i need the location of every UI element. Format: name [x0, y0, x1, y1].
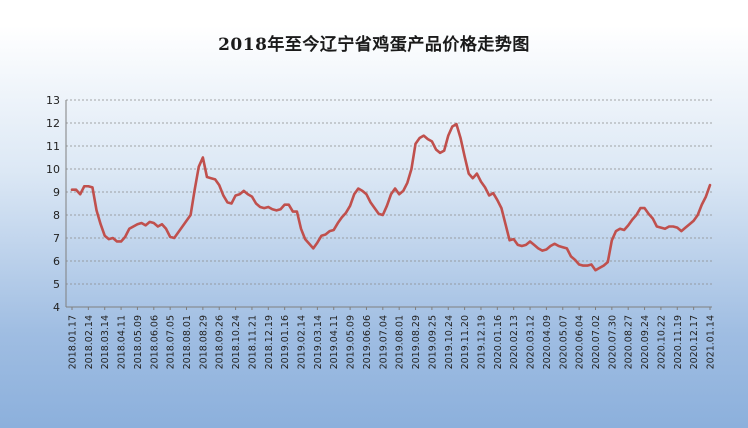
x-tick-label: 2018.12.19 — [264, 315, 275, 369]
x-tick-label: 2018.07.05 — [166, 315, 177, 369]
x-tick-labels: 2018.01.17 2018.02.14 2018.03.14 2018.04.11… — [68, 315, 717, 369]
x-tick-label: 2018.08.01 — [182, 315, 193, 369]
x-tick-label: 2019.06.06 — [362, 315, 373, 369]
y-tick-label: 7 — [53, 232, 60, 245]
x-tick-label: 2020.12.17 — [689, 315, 700, 369]
x-tick-label: 2019.05.09 — [346, 315, 357, 369]
x-tick-label: 2020.11.19 — [673, 315, 684, 369]
x-tick-label: 2019.08.01 — [395, 315, 406, 369]
x-tick-label: 2019.12.19 — [476, 315, 487, 369]
y-tick-label: 12 — [46, 117, 60, 130]
x-tick-label: 2019.03.14 — [313, 315, 324, 369]
x-tick-label: 2019.04.11 — [329, 315, 340, 369]
x-tick-label: 2018.05.09 — [133, 315, 144, 369]
x-tick-label: 2019.07.04 — [378, 315, 389, 369]
x-tick-label: 2019.10.24 — [444, 315, 455, 369]
x-tick-label: 2020.01.16 — [493, 315, 504, 369]
y-tick-label: 4 — [53, 301, 60, 314]
x-tick-label: 2019.09.25 — [427, 315, 438, 369]
x-tick-label: 2019.11.20 — [460, 315, 471, 369]
x-tick-label: 2020.05.07 — [558, 315, 569, 369]
y-tick-label: 11 — [46, 140, 60, 153]
x-tick-label: 2020.09.24 — [640, 315, 651, 369]
x-tick-label: 2020.03.12 — [526, 315, 537, 369]
axes — [65, 100, 712, 310]
y-tick-labels: 4 5 6 7 8 9 10 11 12 13 — [46, 94, 60, 314]
x-tick-label: 2018.03.14 — [100, 315, 111, 369]
x-tick-label: 2018.04.11 — [117, 315, 128, 369]
y-tick-label: 10 — [46, 163, 60, 176]
x-tick-label: 2018.01.17 — [68, 315, 79, 369]
x-tick-label: 2020.07.02 — [591, 315, 602, 369]
x-tick-label: 2020.08.27 — [624, 315, 635, 369]
x-tick-label: 2018.10.24 — [231, 315, 242, 369]
x-tick-label: 2018.06.06 — [149, 315, 160, 369]
x-tick-label: 2019.08.29 — [411, 315, 422, 369]
y-tick-label: 13 — [46, 94, 60, 107]
x-tick-label: 2019.02.14 — [297, 315, 308, 369]
x-tick-label: 2018.08.29 — [198, 315, 209, 369]
y-tick-label: 8 — [53, 209, 60, 222]
x-tick-label: 2018.02.14 — [84, 315, 95, 369]
x-tick-label: 2018.11.21 — [247, 315, 258, 369]
series-line-0 — [70, 122, 712, 272]
series-layer — [70, 122, 712, 272]
chart-title: 2018年至今辽宁省鸡蛋产品价格走势图 — [218, 35, 530, 55]
x-tick-label: 2020.10.22 — [656, 315, 667, 369]
x-tick-label: 2018.09.26 — [215, 315, 226, 369]
y-tick-label: 9 — [53, 186, 60, 199]
grid-lines — [66, 99, 712, 285]
x-tick-label: 2020.02.13 — [509, 315, 520, 369]
y-tick-label: 6 — [53, 255, 60, 268]
x-tick-label: 2021.01.14 — [706, 315, 717, 369]
y-tick-label: 5 — [53, 278, 60, 291]
x-tick-label: 2019.01.16 — [280, 315, 291, 369]
x-tick-label: 2020.07.30 — [607, 315, 618, 369]
x-tick-label: 2020.04.09 — [542, 315, 553, 369]
x-tick-label: 2020.06.04 — [575, 315, 586, 369]
